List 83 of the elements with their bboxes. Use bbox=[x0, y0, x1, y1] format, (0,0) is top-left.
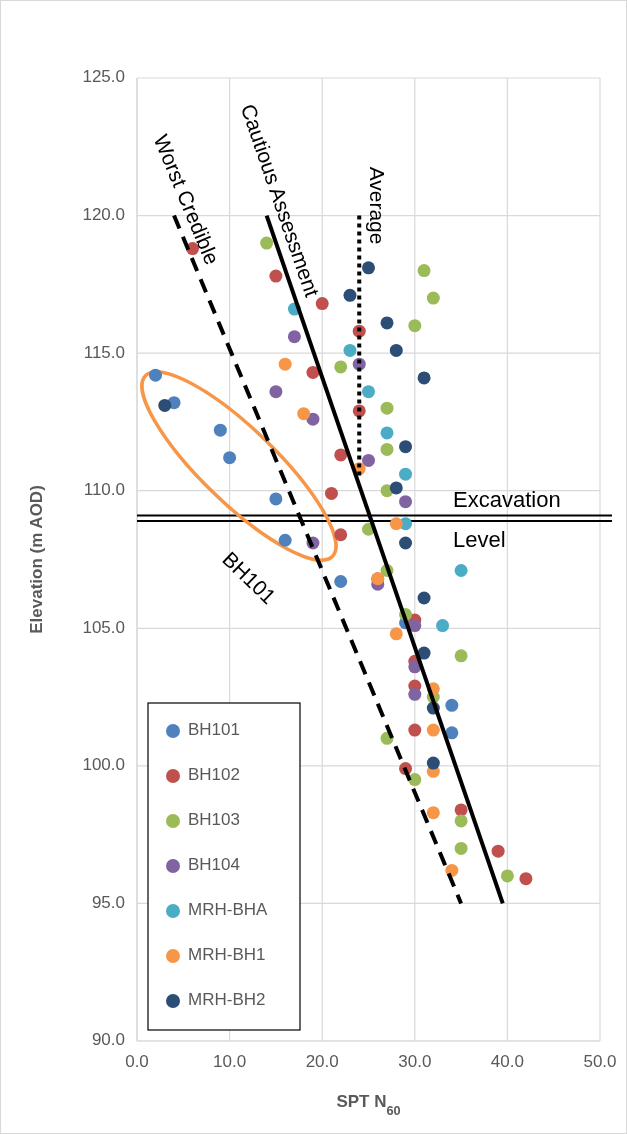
point bbox=[223, 451, 237, 465]
point bbox=[426, 291, 440, 305]
point bbox=[399, 495, 413, 509]
point bbox=[343, 343, 357, 357]
point bbox=[334, 448, 348, 462]
point bbox=[278, 357, 292, 371]
point bbox=[399, 440, 413, 454]
point bbox=[454, 814, 468, 828]
point bbox=[500, 869, 514, 883]
x-tick-label: 40.0 bbox=[490, 1052, 524, 1072]
point bbox=[306, 412, 320, 426]
point bbox=[362, 453, 375, 467]
x-tick-label: 0.0 bbox=[125, 1052, 149, 1072]
point bbox=[334, 575, 348, 589]
y-tick-label: 115.0 bbox=[83, 342, 125, 362]
point bbox=[213, 423, 227, 437]
point bbox=[362, 385, 375, 399]
point bbox=[149, 368, 163, 382]
ref-line-label: Excavation Level bbox=[453, 487, 561, 553]
point bbox=[408, 687, 422, 701]
point bbox=[426, 806, 440, 820]
point bbox=[343, 288, 357, 302]
point bbox=[362, 261, 375, 275]
legend-label: MRH-BH1 bbox=[188, 945, 266, 965]
x-tick-label: 20.0 bbox=[305, 1052, 339, 1072]
point bbox=[380, 442, 394, 456]
point bbox=[269, 492, 283, 506]
y-tick-label: 105.0 bbox=[82, 617, 125, 637]
point bbox=[334, 360, 348, 374]
point bbox=[278, 533, 292, 547]
x-tick-label: 10.0 bbox=[213, 1052, 247, 1072]
y-tick-label: 100.0 bbox=[82, 755, 125, 775]
point bbox=[454, 803, 468, 817]
point bbox=[408, 319, 422, 333]
point bbox=[399, 467, 413, 481]
point bbox=[445, 698, 459, 712]
point bbox=[306, 365, 320, 379]
legend-label: BH102 bbox=[188, 765, 240, 785]
point bbox=[389, 627, 403, 641]
point bbox=[315, 297, 329, 311]
point bbox=[408, 723, 422, 737]
point bbox=[417, 591, 431, 605]
x-axis-title: SPT N$_{60}$ bbox=[336, 1092, 401, 1118]
point bbox=[454, 841, 468, 855]
y-tick-label: 90.0 bbox=[91, 1030, 125, 1050]
y-tick-label: 120.0 bbox=[82, 205, 125, 225]
legend-label: MRH-BHA bbox=[188, 900, 268, 920]
point bbox=[417, 371, 431, 385]
point bbox=[408, 773, 422, 787]
point bbox=[445, 726, 459, 740]
point bbox=[454, 564, 468, 578]
point bbox=[426, 756, 440, 770]
point bbox=[426, 723, 440, 737]
x-tick-label: 30.0 bbox=[398, 1052, 432, 1072]
legend-label: BH103 bbox=[188, 810, 240, 830]
text: Average bbox=[365, 166, 389, 245]
point bbox=[408, 619, 422, 633]
y-tick-label: 110.0 bbox=[83, 480, 125, 500]
point bbox=[380, 426, 394, 440]
point bbox=[417, 264, 431, 278]
point bbox=[389, 481, 403, 495]
point bbox=[158, 398, 172, 412]
point bbox=[491, 844, 505, 858]
y-tick-label: 95.0 bbox=[91, 892, 125, 912]
point bbox=[519, 872, 533, 886]
point bbox=[287, 330, 301, 344]
point bbox=[297, 407, 311, 421]
point bbox=[380, 316, 394, 330]
point bbox=[324, 486, 338, 500]
y-axis-title: Elevation (m AOD) bbox=[27, 485, 46, 634]
point bbox=[454, 649, 468, 663]
point bbox=[269, 385, 283, 399]
point bbox=[389, 517, 403, 531]
legend-label: MRH-BH2 bbox=[188, 990, 266, 1010]
x-tick-label: 50.0 bbox=[583, 1052, 617, 1072]
y-tick-label: 125.0 bbox=[82, 67, 125, 87]
point bbox=[436, 619, 450, 633]
point bbox=[334, 528, 348, 542]
legend-label: BH104 bbox=[188, 855, 240, 875]
point bbox=[399, 536, 413, 550]
point bbox=[380, 401, 394, 415]
point bbox=[389, 343, 403, 357]
legend-label: BH101 bbox=[188, 720, 240, 740]
